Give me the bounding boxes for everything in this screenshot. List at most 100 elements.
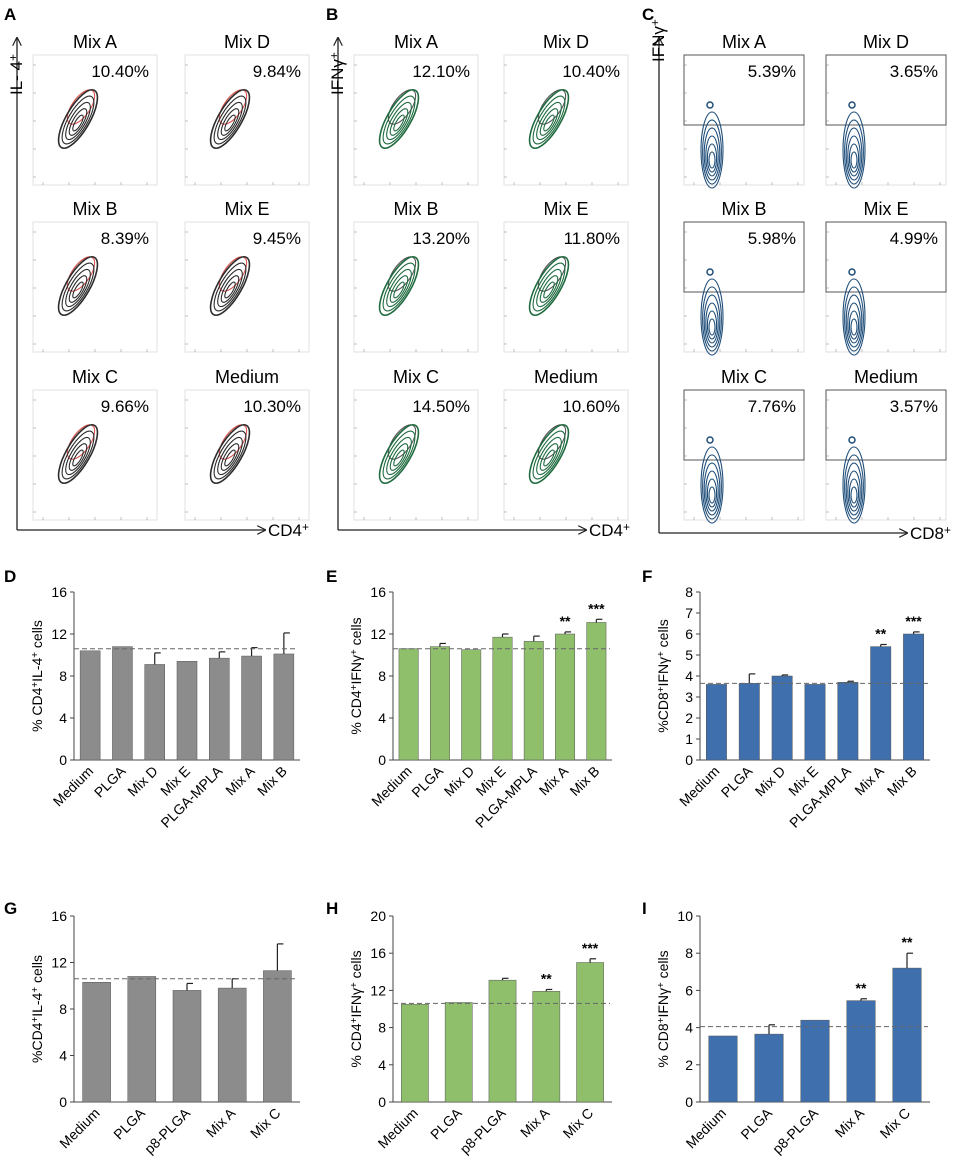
contour-line: [705, 470, 719, 512]
category-label: Mix C: [877, 1105, 914, 1142]
gate-percentage: 3.57%: [890, 397, 938, 416]
bar-mix-a: [217, 987, 247, 1103]
panel-label-d: D: [4, 567, 16, 586]
panel-label-b: B: [326, 5, 338, 24]
y-tick-label: 8: [59, 668, 67, 684]
bar-mix-a: [846, 1000, 876, 1103]
y-axis-label: IL- 4+: [6, 54, 26, 95]
y-axis-label: % CD4+IFNγ+ cells: [348, 617, 364, 734]
contour-line: [845, 127, 863, 181]
contour-line: [528, 89, 570, 149]
contour-line: [68, 108, 88, 136]
plot-title: Mix C: [721, 367, 767, 387]
flow-plot: Mix C 7.76%: [683, 367, 805, 524]
contour-line: [386, 436, 412, 476]
y-tick-label: 0: [685, 752, 693, 768]
y-tick-label: 8: [378, 668, 386, 684]
category-label: Medium: [368, 763, 415, 810]
gate-percentage: 13.20%: [412, 229, 470, 248]
flow-plot: Mix B 8.39%: [32, 199, 158, 353]
y-tick-label: 2: [685, 1057, 693, 1073]
bar-plga: [738, 683, 760, 761]
contour-line: [61, 262, 95, 312]
flow-plot: Mix C 14.50%: [353, 367, 479, 521]
contour-line: [845, 294, 863, 348]
plot-title: Mix B: [722, 199, 767, 219]
bar-mix-d: [144, 664, 165, 761]
contour-line: [705, 135, 719, 177]
contour-line: [393, 449, 405, 467]
bar-medium: [82, 982, 111, 1103]
y-tick-label: 4: [685, 1020, 693, 1036]
bar-plga: [112, 646, 133, 761]
gate-rectangle: [683, 221, 805, 293]
gate-percentage: 11.80%: [564, 229, 620, 248]
contour-line: [224, 114, 236, 132]
y-axis-label: %CD4+IL-4+ cells: [29, 955, 45, 1063]
y-tick-label: 5: [685, 647, 693, 663]
gate-rectangle: [825, 221, 947, 293]
contour-line: [706, 310, 718, 340]
bar-mix-c: [892, 967, 922, 1103]
flow-plot: Mix D 3.65%: [825, 32, 947, 189]
plot-title: Mix D: [224, 32, 270, 52]
contour-line: [543, 281, 555, 299]
bar-mix-a: [532, 991, 561, 1103]
outlier-event: [848, 101, 856, 109]
y-tick-label: 6: [685, 982, 693, 998]
gate-oval: [387, 424, 417, 460]
y-tick-label: 0: [378, 1094, 386, 1110]
gate-percentage: 14.50%: [412, 397, 470, 416]
bar-medium: [708, 1035, 738, 1103]
bar-plga: [429, 646, 450, 761]
category-label: PLGA: [110, 1104, 148, 1142]
gate-percentage: 5.39%: [748, 62, 796, 81]
contour-line: [72, 449, 84, 467]
contour-line: [848, 478, 860, 508]
plot-title: Medium: [215, 367, 279, 387]
category-label: PLGA: [737, 1104, 775, 1142]
panel-label-h: H: [326, 899, 338, 918]
contour-line: [213, 430, 247, 480]
plot-title: Mix B: [73, 199, 118, 219]
y-tick-label: 6: [685, 626, 693, 642]
bar-chart-i: I 0 2 4 6 8 10 % CD8+IFNγ+ cells Medium PLGAp8-PL…: [642, 899, 930, 1157]
category-label: p8-PLGA: [457, 1104, 510, 1157]
y-axis-label: % CD4+IL-4+ cells: [29, 620, 45, 732]
gate-percentage: 7.76%: [748, 397, 796, 416]
contour-line: [72, 281, 84, 299]
gate-oval: [218, 89, 248, 125]
gate-rectangle: [825, 54, 947, 126]
category-label: Mix D: [752, 763, 789, 800]
contour-line: [708, 486, 716, 504]
contour-line: [209, 424, 251, 484]
y-axis-label: %CD8+IFNγ+ cells: [655, 619, 671, 732]
outlier-event: [706, 101, 714, 109]
contour-line: [224, 449, 236, 467]
category-label: Mix A: [851, 762, 887, 798]
contour-line: [536, 101, 562, 141]
significance-stars: **: [875, 626, 886, 642]
y-tick-label: 8: [685, 945, 693, 961]
plot-title: Mix E: [225, 199, 270, 219]
contour-line: [844, 286, 864, 352]
contour-line: [842, 446, 866, 524]
gate-rectangle: [683, 389, 805, 461]
contour-line: [848, 310, 860, 340]
y-axis-label: IFNγ+: [327, 52, 347, 95]
contour-line: [382, 430, 416, 480]
contour-line: [65, 268, 91, 308]
bar-mix-e: [176, 661, 198, 761]
contour-line: [539, 275, 559, 303]
contour-line: [213, 95, 247, 145]
category-label: Mix B: [566, 763, 602, 799]
contour-line: [844, 454, 864, 520]
contour-line: [703, 127, 721, 181]
category-label: Medium: [676, 763, 723, 810]
contour-line: [378, 424, 420, 484]
gate-percentage: 5.98%: [748, 229, 796, 248]
category-label: PLGA: [408, 762, 446, 800]
y-tick-label: 4: [378, 710, 386, 726]
gate-percentage: 10.60%: [562, 397, 620, 416]
